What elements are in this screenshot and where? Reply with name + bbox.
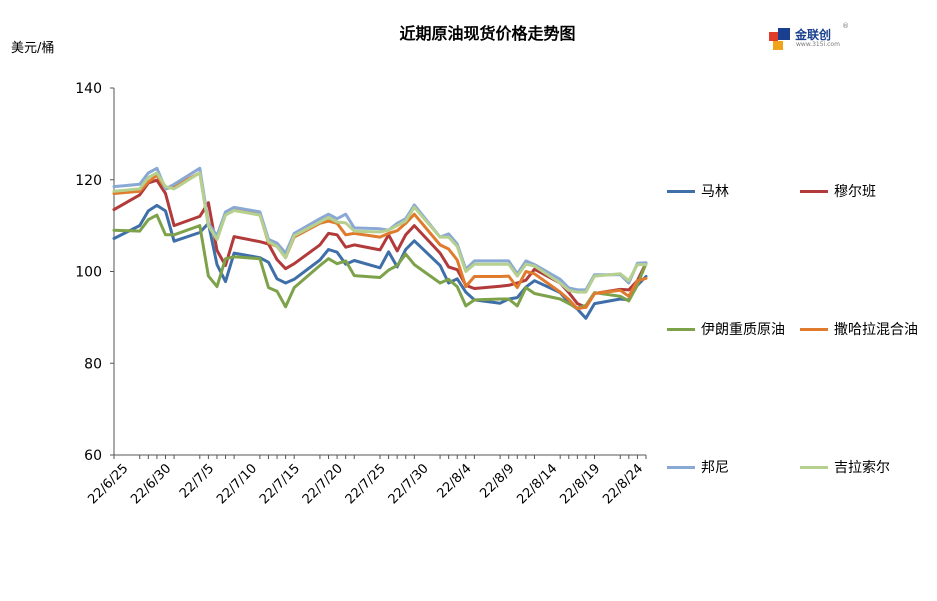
x-tick-label: 22/7/15 [257,461,303,507]
logo-registered-mark: ® [842,22,849,30]
chart-title: 近期原油现货价格走势图 [399,24,576,43]
legend-item-1: 马林 [667,181,729,201]
x-tick-label: 22/8/4 [434,461,474,501]
x-tick-label: 22/8/9 [477,461,517,501]
x-tick-label: 22/7/20 [300,461,346,507]
legend-swatch [667,189,695,193]
legend-swatch [800,189,828,193]
series-line-3 [112,213,648,310]
x-tick-label: 22/7/5 [177,461,217,501]
legend-item-3: 伊朗重质原油 [667,319,785,339]
x-tick-label: 22/6/30 [128,461,174,507]
legend-item-5: 邦尼 [667,457,729,477]
legend-item-2: 穆尔班 [800,181,876,201]
y-tick-label: 120 [75,173,102,189]
legend-label: 伊朗重质原油 [701,322,785,338]
legend-label: 吉拉索尔 [834,460,890,476]
logo-subtext: www.315i.com [796,41,840,48]
legend-swatch [800,465,828,469]
x-tick-label: 22/8/24 [600,461,646,507]
legend-label: 穆尔班 [834,184,876,200]
legend-label: 撒哈拉混合油 [834,322,918,338]
legend-swatch [800,327,828,331]
series-line-6 [112,171,648,294]
legend-swatch [667,327,695,331]
y-tick-label: 140 [75,81,102,97]
legend-label: 邦尼 [701,460,729,476]
logo-mark-icon [769,28,790,50]
legend-item-6: 吉拉索尔 [800,457,890,477]
brand-logo: 金联创 www.315i.com ® [767,22,857,54]
x-tick-label: 22/7/25 [343,461,389,507]
x-tick-label: 22/8/14 [514,461,560,507]
logo-wordmark: 金联创 [795,28,832,42]
x-tick-label: 22/8/19 [557,461,603,507]
x-tick-label: 22/7/30 [386,461,432,507]
y-axis-unit-label: 美元/桶 [11,41,55,56]
y-tick-label: 100 [75,265,102,281]
legend-swatch [667,465,695,469]
legend-item-4: 撒哈拉混合油 [800,319,918,339]
x-tick-label: 22/6/25 [85,461,131,507]
series-line-1 [112,203,648,320]
y-tick-label: 60 [84,448,102,464]
legend-label: 马林 [701,184,729,200]
x-tick-label: 22/7/10 [214,461,260,507]
y-tick-label: 80 [84,356,102,372]
